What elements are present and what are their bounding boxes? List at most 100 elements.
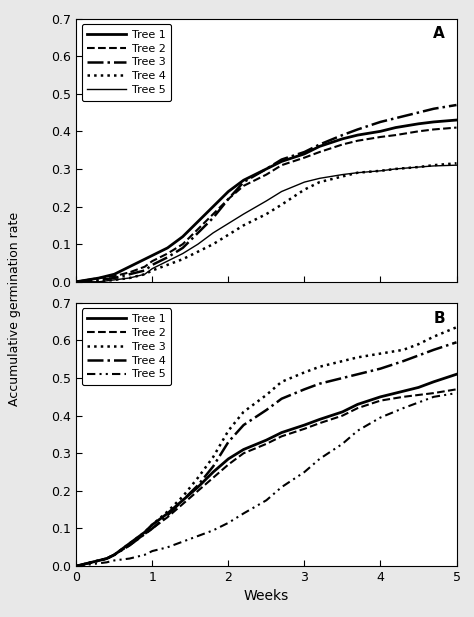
Tree 3 — [195, 229, 201, 236]
Tree 3 — [279, 378, 284, 386]
Tree 4 — [401, 357, 406, 365]
Tree 1 — [301, 150, 307, 157]
Tree 2 — [226, 461, 231, 468]
Line: Tree 2: Tree 2 — [76, 389, 456, 566]
Tree 5 — [339, 171, 345, 178]
Tree 1 — [96, 275, 102, 282]
Tree 1 — [180, 497, 186, 504]
Tree 2 — [339, 141, 345, 148]
Tree 5 — [264, 497, 269, 504]
Tree 5 — [241, 510, 246, 517]
Tree 5 — [149, 547, 155, 555]
Tree 4 — [454, 160, 459, 167]
Tree 5 — [127, 555, 132, 562]
Tree 2 — [241, 182, 246, 189]
Tree 1 — [142, 529, 147, 536]
Tree 5 — [180, 538, 186, 545]
Tree 3 — [339, 131, 345, 139]
Tree 3 — [89, 558, 94, 566]
Tree 5 — [431, 162, 437, 170]
Tree 1 — [454, 371, 459, 378]
Tree 5 — [164, 257, 170, 265]
Tree 2 — [454, 124, 459, 131]
Tree 1 — [301, 421, 307, 429]
Tree 5 — [89, 560, 94, 568]
Tree 4 — [301, 186, 307, 193]
Tree 4 — [226, 438, 231, 445]
Tree 3 — [317, 363, 322, 370]
Tree 2 — [355, 404, 361, 412]
Tree 2 — [454, 386, 459, 393]
Tree 1 — [226, 188, 231, 195]
Tree 4 — [241, 421, 246, 429]
Tree 4 — [339, 375, 345, 382]
Tree 3 — [164, 508, 170, 515]
Tree 5 — [378, 414, 383, 421]
Tree 1 — [210, 203, 216, 210]
Tree 2 — [431, 389, 437, 397]
Tree 3 — [401, 346, 406, 354]
Tree 5 — [393, 165, 399, 173]
Line: Tree 4: Tree 4 — [76, 342, 456, 566]
Tree 5 — [111, 276, 117, 284]
Tree 4 — [264, 210, 269, 218]
Tree 5 — [149, 265, 155, 272]
Tree 5 — [180, 250, 186, 257]
Tree 3 — [454, 101, 459, 109]
Tree 2 — [393, 131, 399, 139]
Tree 3 — [317, 141, 322, 148]
Tree 2 — [195, 225, 201, 233]
Tree 2 — [164, 513, 170, 521]
Tree 1 — [195, 218, 201, 225]
Tree 3 — [96, 276, 102, 284]
Legend: Tree 1, Tree 2, Tree 3, Tree 4, Tree 5: Tree 1, Tree 2, Tree 3, Tree 4, Tree 5 — [82, 24, 171, 101]
Tree 4 — [210, 241, 216, 248]
Tree 2 — [416, 128, 421, 135]
Tree 4 — [104, 555, 109, 562]
Tree 5 — [279, 483, 284, 491]
Tree 5 — [317, 455, 322, 463]
Tree 1 — [317, 143, 322, 150]
Line: Tree 4: Tree 4 — [76, 164, 456, 282]
Tree 3 — [149, 261, 155, 268]
Tree 4 — [195, 248, 201, 255]
Text: A: A — [433, 27, 445, 41]
Tree 5 — [401, 404, 406, 412]
Tree 3 — [339, 357, 345, 365]
Tree 3 — [416, 109, 421, 116]
Tree 1 — [355, 400, 361, 408]
Tree 5 — [454, 389, 459, 397]
Tree 3 — [111, 551, 117, 558]
Tree 1 — [416, 120, 421, 128]
Tree 4 — [164, 261, 170, 268]
Tree 3 — [431, 105, 437, 112]
Tree 2 — [164, 250, 170, 257]
Tree 3 — [142, 267, 147, 274]
Tree 4 — [431, 346, 437, 354]
Tree 5 — [355, 427, 361, 434]
Tree 2 — [96, 275, 102, 282]
Text: Accumulative germination rate: Accumulative germination rate — [8, 212, 21, 405]
Tree 1 — [195, 483, 201, 491]
Tree 3 — [164, 254, 170, 261]
Tree 2 — [378, 397, 383, 404]
Tree 4 — [111, 551, 117, 558]
Tree 4 — [195, 481, 201, 489]
Tree 1 — [454, 117, 459, 124]
Line: Tree 5: Tree 5 — [76, 393, 456, 566]
Tree 2 — [378, 133, 383, 141]
Tree 2 — [142, 531, 147, 538]
Tree 1 — [241, 176, 246, 184]
Tree 4 — [180, 255, 186, 263]
Tree 3 — [226, 427, 231, 434]
Tree 5 — [378, 167, 383, 175]
Tree 5 — [339, 440, 345, 447]
Tree 1 — [164, 244, 170, 252]
Tree 2 — [111, 551, 117, 558]
Tree 4 — [431, 162, 437, 169]
Tree 2 — [241, 450, 246, 457]
Tree 3 — [180, 244, 186, 252]
Tree 5 — [210, 527, 216, 534]
Tree 2 — [149, 257, 155, 265]
Tree 1 — [226, 455, 231, 463]
